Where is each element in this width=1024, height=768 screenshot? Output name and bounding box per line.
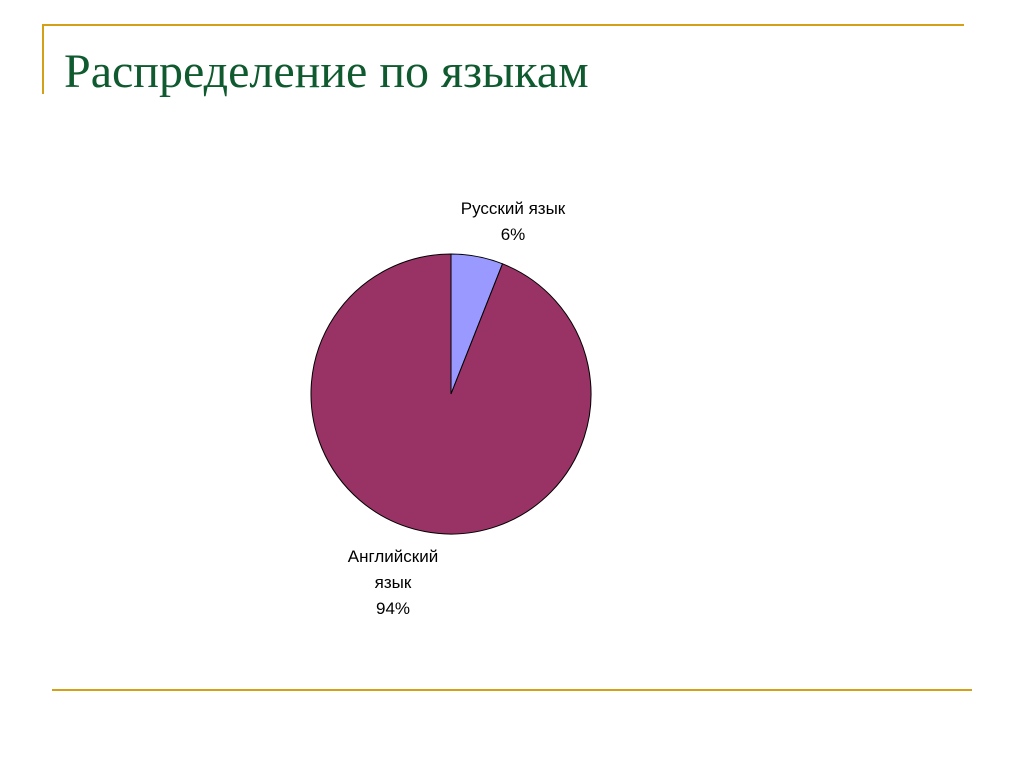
pie-slice-label-line: язык — [375, 573, 412, 592]
pie-slice-label-line: 6% — [501, 225, 526, 244]
pie-labels: Русский язык 6% Английский язык 94% — [348, 199, 566, 618]
pie-slices — [310, 253, 592, 535]
pie-slice-1 — [310, 253, 592, 535]
pie-slice-label-line: Русский язык — [461, 199, 566, 218]
left-accent-line — [42, 24, 44, 94]
top-accent-line — [42, 24, 964, 26]
slide-title: Распределение по языкам — [64, 45, 589, 98]
pie-slice-label-0: Русский язык 6% — [461, 199, 566, 244]
pie-slice-label-line: Английский — [348, 547, 438, 566]
pie-slice-label-line: 94% — [376, 599, 410, 618]
pie-slice-label-1: Английский язык 94% — [348, 547, 438, 618]
bottom-accent-line — [52, 689, 972, 691]
